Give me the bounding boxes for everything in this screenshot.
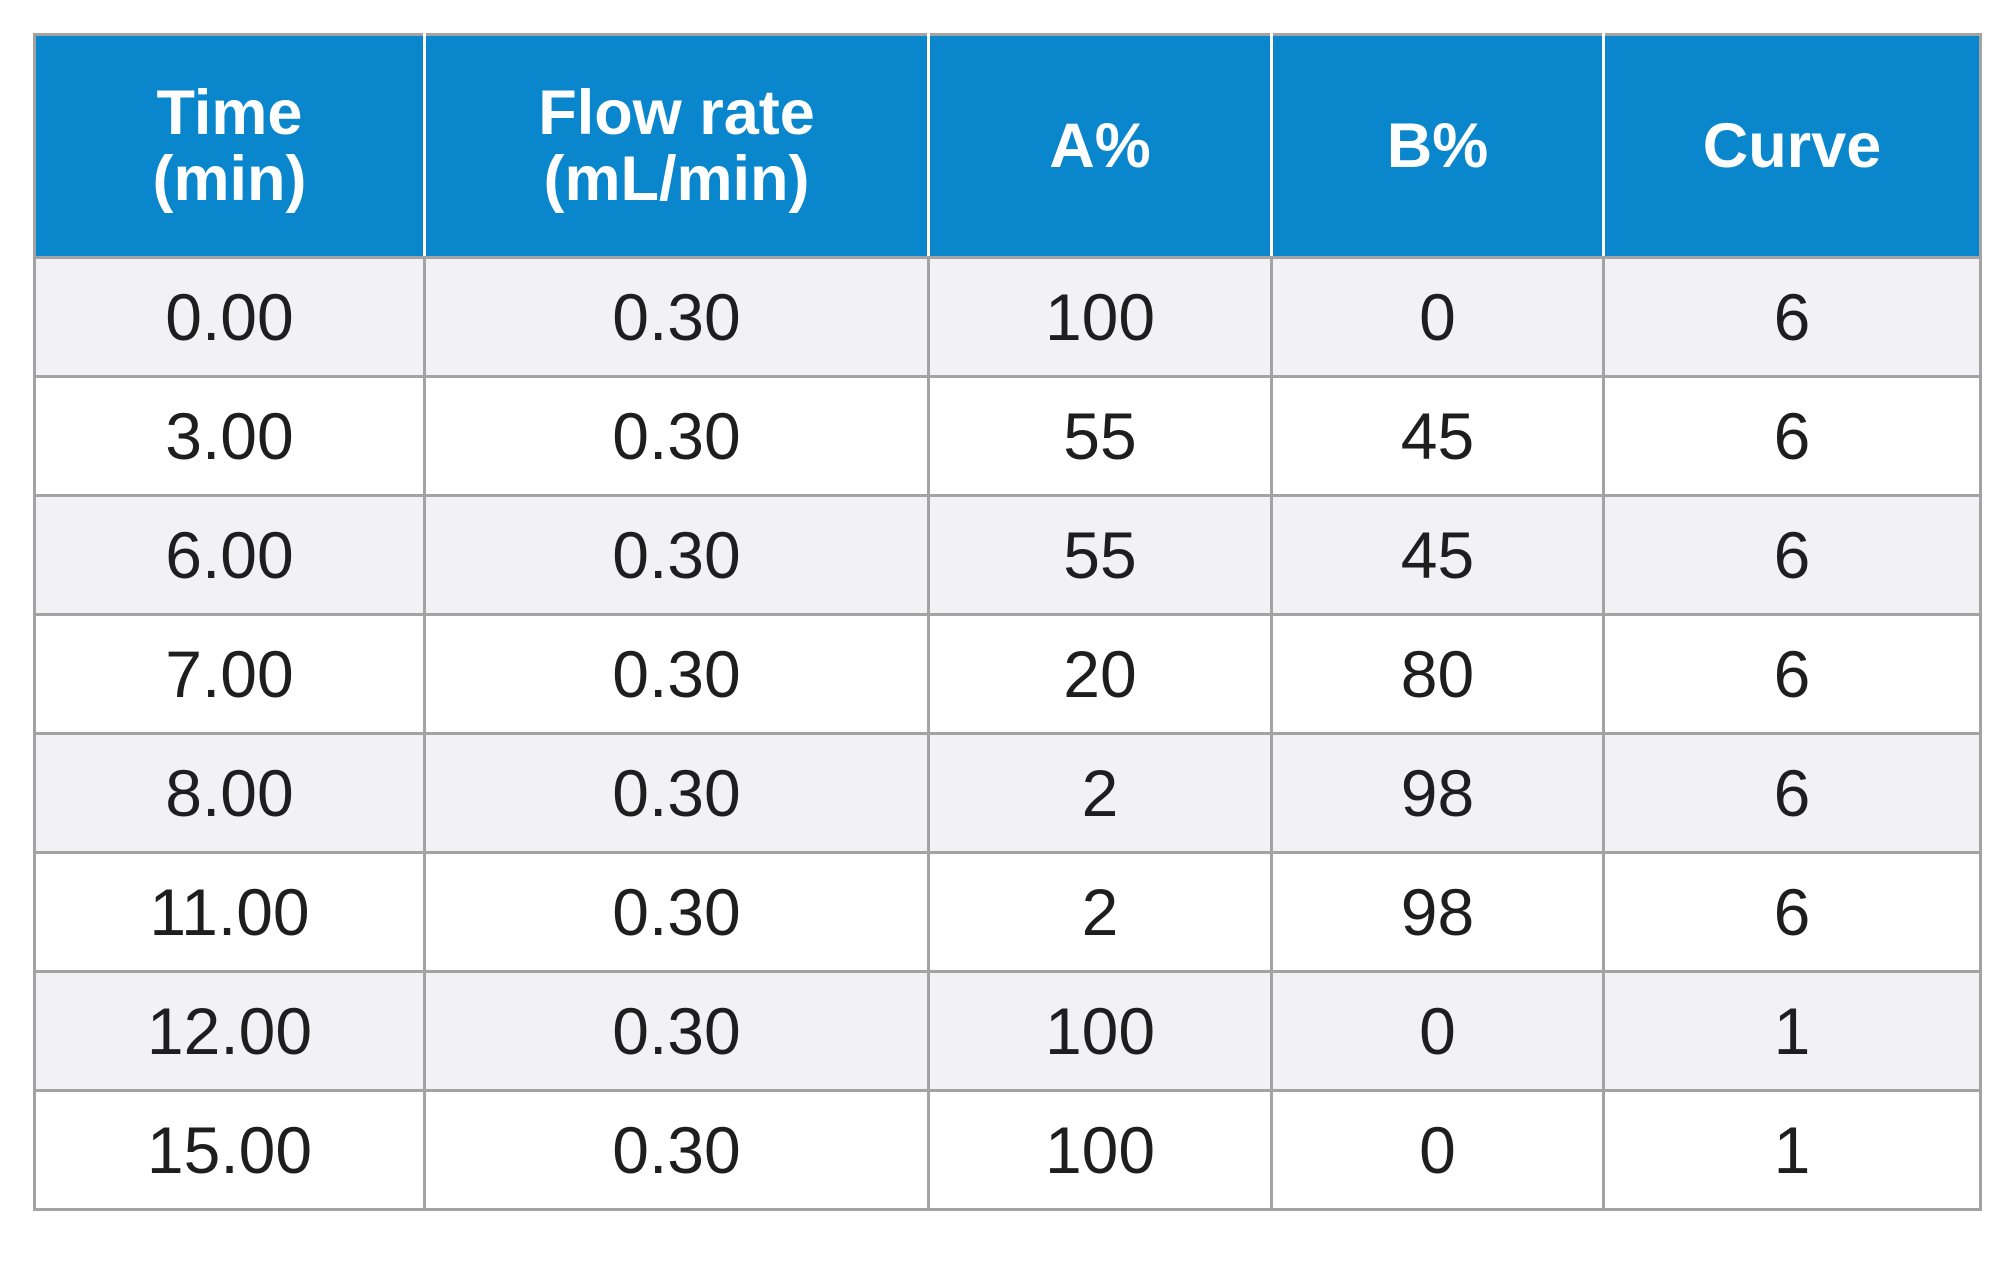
cell-time: 15.00 — [33, 1089, 426, 1211]
cell-b-percent: 45 — [1270, 494, 1605, 616]
cell-a-percent: 100 — [927, 970, 1273, 1092]
cell-curve: 6 — [1602, 256, 1982, 378]
cell-flow-rate: 0.30 — [423, 375, 930, 497]
cell-b-percent: 0 — [1270, 1089, 1605, 1211]
header-flow-rate: Flow rate (mL/min) — [423, 33, 930, 259]
header-curve: Curve — [1602, 33, 1982, 259]
cell-b-percent: 98 — [1270, 851, 1605, 973]
header-row: Time (min) Flow rate (mL/min) A% B% Curv… — [33, 33, 1982, 259]
cell-a-percent: 2 — [927, 732, 1273, 854]
cell-b-percent: 0 — [1270, 256, 1605, 378]
header-b-percent: B% — [1270, 33, 1605, 259]
cell-curve: 6 — [1602, 851, 1982, 973]
cell-a-percent: 20 — [927, 613, 1273, 735]
cell-curve: 1 — [1602, 970, 1982, 1092]
cell-a-percent: 55 — [927, 375, 1273, 497]
table-header: Time (min) Flow rate (mL/min) A% B% Curv… — [33, 33, 1982, 259]
cell-flow-rate: 0.30 — [423, 494, 930, 616]
header-flow-rate-label: Flow rate — [538, 78, 815, 148]
header-a-percent: A% — [927, 33, 1273, 259]
cell-curve: 6 — [1602, 613, 1982, 735]
cell-a-percent: 2 — [927, 851, 1273, 973]
cell-b-percent: 0 — [1270, 970, 1605, 1092]
cell-flow-rate: 0.30 — [423, 613, 930, 735]
cell-a-percent: 100 — [927, 256, 1273, 378]
cell-b-percent: 98 — [1270, 732, 1605, 854]
cell-curve: 1 — [1602, 1089, 1982, 1211]
table-body: 0.00 0.30 100 0 6 3.00 0.30 55 45 6 6.00 0.30 55 45 6 7… — [33, 256, 1982, 1211]
header-b-percent-label: B% — [1386, 111, 1489, 181]
cell-b-percent: 45 — [1270, 375, 1605, 497]
cell-flow-rate: 0.30 — [423, 256, 930, 378]
cell-flow-rate: 0.30 — [423, 851, 930, 973]
cell-time: 7.00 — [33, 613, 426, 735]
cell-a-percent: 55 — [927, 494, 1273, 616]
cell-flow-rate: 0.30 — [423, 1089, 930, 1211]
header-time-label: Time — [156, 78, 303, 148]
table-row: 8.00 0.30 2 98 6 — [33, 732, 1982, 854]
table-row: 12.00 0.30 100 0 1 — [33, 970, 1982, 1092]
table-row: 0.00 0.30 100 0 6 — [33, 256, 1982, 378]
table-row: 6.00 0.30 55 45 6 — [33, 494, 1982, 616]
cell-time: 6.00 — [33, 494, 426, 616]
header-a-percent-label: A% — [1049, 111, 1151, 181]
cell-b-percent: 80 — [1270, 613, 1605, 735]
header-time: Time (min) — [33, 33, 426, 259]
cell-curve: 6 — [1602, 494, 1982, 616]
gradient-table: Time (min) Flow rate (mL/min) A% B% Curv… — [33, 33, 1982, 1211]
cell-curve: 6 — [1602, 375, 1982, 497]
header-curve-label: Curve — [1702, 111, 1882, 181]
cell-flow-rate: 0.30 — [423, 732, 930, 854]
cell-a-percent: 100 — [927, 1089, 1273, 1211]
cell-time: 11.00 — [33, 851, 426, 973]
cell-time: 12.00 — [33, 970, 426, 1092]
cell-time: 8.00 — [33, 732, 426, 854]
table-row: 15.00 0.30 100 0 1 — [33, 1089, 1982, 1211]
cell-curve: 6 — [1602, 732, 1982, 854]
header-time-unit: (min) — [152, 144, 307, 214]
table-row: 7.00 0.30 20 80 6 — [33, 613, 1982, 735]
table-row: 3.00 0.30 55 45 6 — [33, 375, 1982, 497]
header-flow-rate-unit: (mL/min) — [543, 144, 810, 214]
cell-flow-rate: 0.30 — [423, 970, 930, 1092]
cell-time: 3.00 — [33, 375, 426, 497]
table-row: 11.00 0.30 2 98 6 — [33, 851, 1982, 973]
cell-time: 0.00 — [33, 256, 426, 378]
